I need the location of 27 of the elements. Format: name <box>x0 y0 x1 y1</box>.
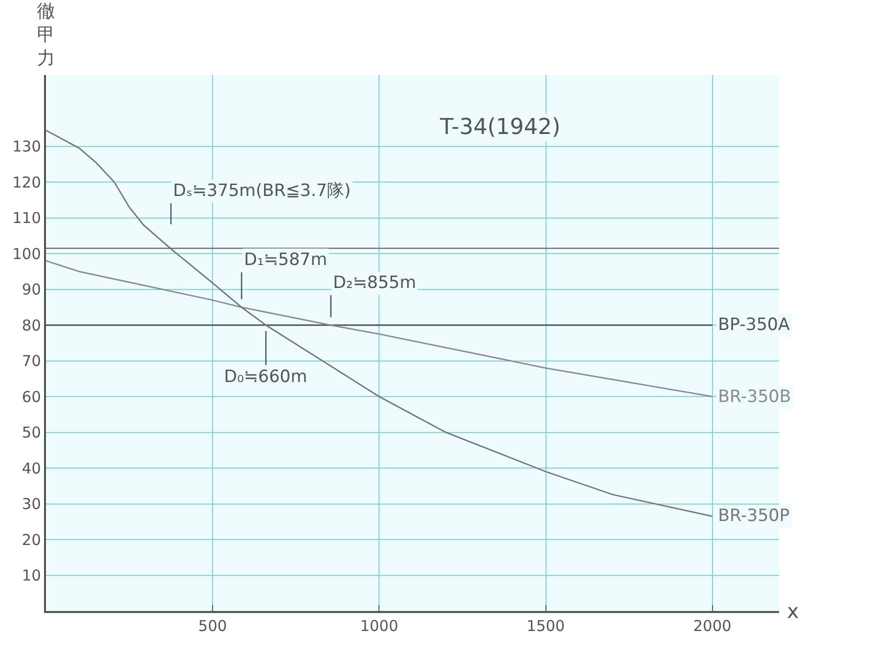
y-tick-label: 110 <box>12 209 41 228</box>
annotation: Dₛ≒375m(BR≦3.7隊) <box>173 181 351 201</box>
y-tick-label: 90 <box>22 280 41 299</box>
annotation: D₂≒855m <box>333 273 416 293</box>
annotation: D₀≒660m <box>224 367 308 387</box>
y-tick-label: 40 <box>22 459 41 478</box>
y-tick-label: 70 <box>22 352 41 370</box>
text: T-34(1942) <box>439 115 561 140</box>
x-tick-label: 1000 <box>360 617 398 635</box>
y-axis-title: 徹甲力 <box>37 1 55 69</box>
y-tick-label: 20 <box>22 530 41 549</box>
series-label: BR-350B <box>718 387 792 407</box>
y-tick-label: 50 <box>22 424 41 442</box>
y-tick-label: 60 <box>22 388 41 406</box>
x-tick-label: 500 <box>198 617 227 635</box>
annotation: D₁≒587m <box>244 250 328 270</box>
series-label: BP-350A <box>718 315 790 335</box>
y-tick-label: 10 <box>22 566 41 585</box>
series-label: BR-350P <box>718 506 790 526</box>
y-tick-label: 100 <box>12 244 41 263</box>
x-axis-title: x <box>787 599 799 623</box>
x-tick-label: 1500 <box>526 617 565 635</box>
y-tick-label: 80 <box>22 316 41 334</box>
y-tick-label: 30 <box>22 495 41 514</box>
y-tick-label: 130 <box>12 138 41 156</box>
x-tick-label: 2000 <box>693 617 732 635</box>
y-tick-label: 120 <box>12 173 41 192</box>
